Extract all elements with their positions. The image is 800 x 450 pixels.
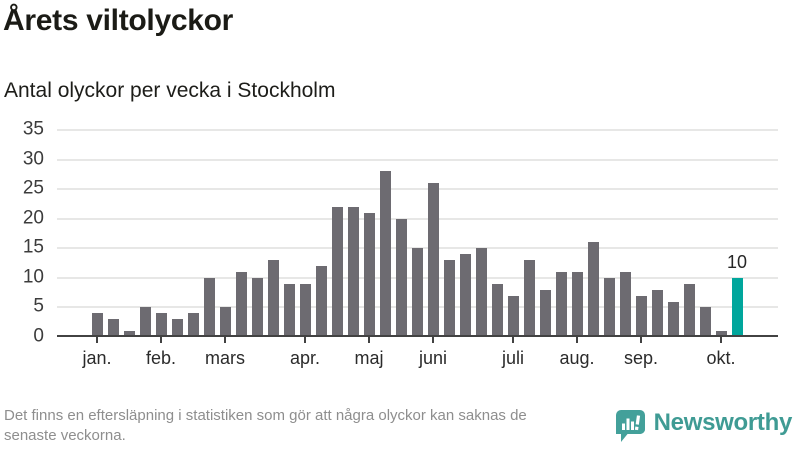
- bar-week-22: [427, 183, 439, 337]
- y-axis-labels: 0 5 10 15 20 25 30 35: [0, 119, 44, 347]
- bar-week-40: [715, 331, 727, 337]
- bar-week-5: [155, 313, 167, 337]
- bar-week-35: [635, 295, 647, 337]
- x-tick-label-sep.: sep.: [623, 348, 659, 368]
- bar-week-1: [91, 313, 103, 337]
- last-bar-value-label: 10: [726, 251, 748, 272]
- bar-week-27: [507, 295, 519, 337]
- bar-week-32: [587, 242, 599, 337]
- gridline-20: [57, 217, 778, 220]
- x-tick-label-juni: juni: [418, 348, 448, 368]
- bar-week-24: [459, 254, 471, 337]
- x-tick-feb.: [160, 337, 162, 343]
- bar-week-34: [619, 271, 631, 337]
- y-tick-label-10: 10: [22, 266, 44, 288]
- bar-week-14: [299, 283, 311, 337]
- x-tick-label-apr.: apr.: [289, 348, 321, 368]
- gridline-30: [57, 158, 778, 161]
- bar-week-12: [267, 260, 279, 337]
- x-tick-okt.: [720, 337, 722, 343]
- y-tick-label-15: 15: [22, 236, 44, 258]
- footnote: Det finns en eftersläpning i statistiken…: [4, 406, 527, 445]
- bar-week-30: [555, 271, 567, 337]
- x-tick-label-mars: mars: [205, 348, 245, 368]
- bar-week-26: [491, 283, 503, 337]
- x-tick-mars: [224, 337, 226, 343]
- footnote-line-2: senaste veckorna.: [4, 426, 126, 444]
- y-tick-label-35: 35: [22, 118, 44, 140]
- x-tick-jan.: [96, 337, 98, 343]
- x-tick-label-okt.: okt.: [706, 348, 736, 368]
- bar-week-25: [475, 248, 487, 337]
- y-tick-label-25: 25: [22, 177, 44, 199]
- bar-week-19: [379, 171, 391, 337]
- bar-week-8: [203, 277, 215, 337]
- x-tick-label-feb.: feb.: [145, 348, 177, 368]
- newsworthy-wordmark: Newsworthy: [653, 408, 793, 436]
- gridline-25: [57, 188, 778, 191]
- footnote-line-1: Det finns en eftersläpning i statistiken…: [4, 407, 527, 424]
- y-tick-label-0: 0: [33, 325, 44, 347]
- x-tick-maj: [368, 337, 370, 343]
- y-tick-label-5: 5: [33, 295, 44, 317]
- bar-week-29: [539, 289, 551, 337]
- bar-week-37: [667, 301, 679, 337]
- bar-week-11: [251, 277, 263, 337]
- bar-week-2: [107, 319, 119, 337]
- x-axis-line: [57, 335, 778, 337]
- bar-week-13: [283, 283, 295, 337]
- gridline-15: [57, 247, 778, 250]
- bar-week-41: [731, 277, 743, 337]
- bar-week-33: [603, 277, 615, 337]
- plot-area: jan. feb. mars apr. maj juni juli aug. sep. okt. 1…: [57, 129, 778, 368]
- bar-week-18: [363, 212, 375, 337]
- bar-week-20: [395, 218, 407, 337]
- x-tick-sep.: [640, 337, 642, 343]
- x-tick-apr.: [304, 337, 306, 343]
- gridline-35: [57, 129, 778, 131]
- newsworthy-bubble-chart-icon: [615, 409, 645, 442]
- bar-week-39: [699, 307, 711, 337]
- x-tick-label-aug.: aug.: [559, 348, 595, 368]
- x-tick-label-juli: juli: [501, 348, 525, 368]
- bar-week-38: [683, 283, 695, 337]
- bar-week-16: [331, 206, 343, 337]
- bar-week-31: [571, 271, 583, 337]
- bar-week-23: [443, 260, 455, 337]
- page-title: Årets viltolyckor: [3, 4, 233, 37]
- x-tick-label-maj: maj: [354, 348, 384, 368]
- bar-week-6: [171, 319, 183, 337]
- bar-week-17: [347, 206, 359, 337]
- x-tick-juni: [432, 337, 434, 343]
- bar-week-28: [523, 260, 535, 337]
- bar-week-10: [235, 271, 247, 337]
- bar-week-7: [187, 313, 199, 337]
- newsworthy-logo: Newsworthy: [615, 408, 793, 443]
- y-tick-label-30: 30: [22, 148, 44, 170]
- bar-week-21: [411, 248, 423, 337]
- footer: Det finns en eftersläpning i statistiken…: [4, 406, 792, 445]
- bar-week-4: [139, 307, 151, 337]
- x-tick-aug.: [576, 337, 578, 343]
- chart-subtitle: Antal olyckor per vecka i Stockholm: [4, 79, 336, 102]
- bar-week-9: [219, 307, 231, 337]
- bar-week-36: [651, 289, 663, 337]
- x-tick-label-jan.: jan.: [82, 348, 112, 368]
- bar-week-3: [123, 331, 135, 337]
- x-tick-juli: [512, 337, 514, 343]
- bar-week-15: [315, 266, 327, 337]
- y-tick-label-20: 20: [22, 207, 44, 229]
